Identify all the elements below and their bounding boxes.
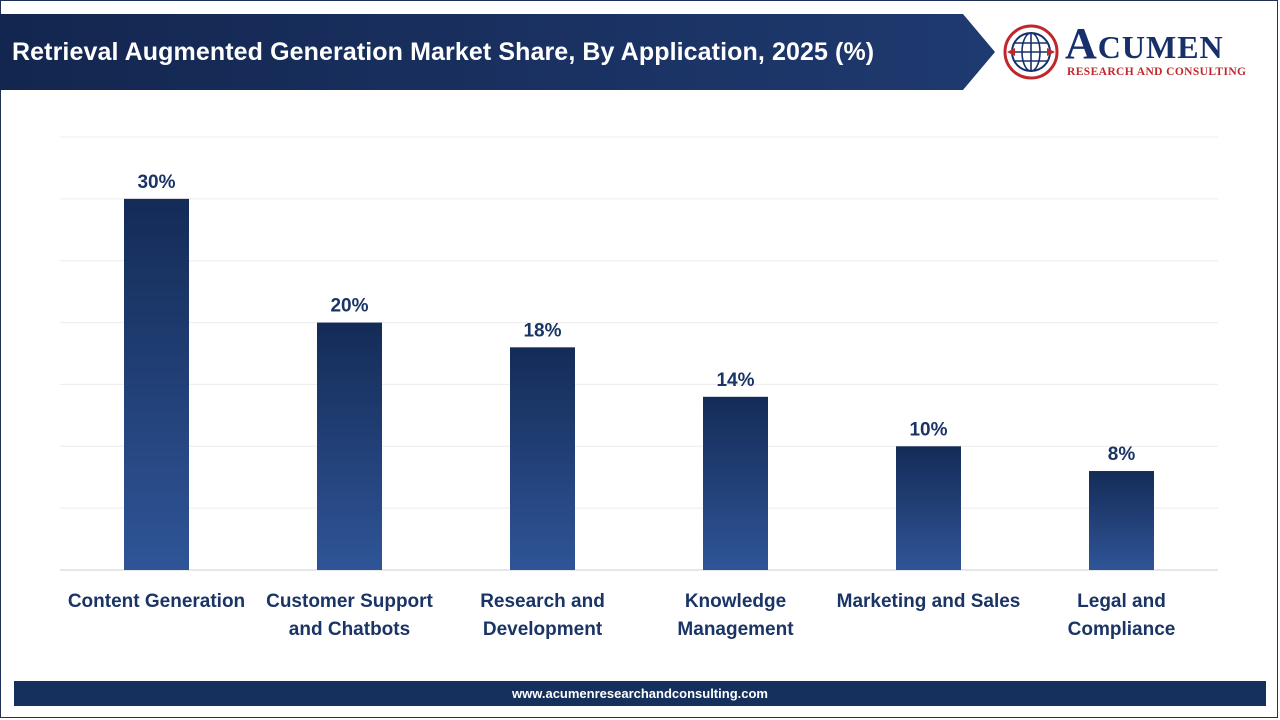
value-labels: 30% 20% 18% 14% 10% 8%: [137, 172, 1135, 465]
bar[interactable]: [124, 198, 189, 570]
bar[interactable]: [1089, 471, 1154, 570]
category-label: Research and Development: [480, 591, 605, 640]
category-label: Marketing and Sales: [837, 591, 1021, 612]
category-label: Customer Support and Chatbots: [266, 591, 433, 640]
header-band: [0, 14, 995, 90]
footer-url[interactable]: www.acumenresearchandconsulting.com: [512, 686, 768, 701]
bar[interactable]: [703, 396, 768, 570]
category-label: Content Generation: [68, 591, 245, 612]
category-labels: Content Generation Customer Support and Ch…: [68, 591, 1176, 640]
logo-wordmark: ACUMEN: [1065, 19, 1224, 68]
bar[interactable]: [896, 446, 961, 570]
header-background: [0, 14, 995, 90]
gridlines: [60, 136, 1218, 571]
globe-emblem-icon: [1003, 24, 1059, 80]
value-label: 8%: [1108, 444, 1136, 465]
bar[interactable]: [317, 322, 382, 570]
category-label: Legal and Compliance: [1068, 591, 1176, 640]
category-label: Knowledge Management: [677, 591, 794, 640]
value-label: 14%: [716, 370, 754, 391]
bar[interactable]: [510, 347, 575, 570]
value-label: 30%: [137, 172, 175, 193]
value-label: 18%: [523, 320, 561, 341]
chart-title: Retrieval Augmented Generation Market Sh…: [12, 37, 875, 66]
bars: [124, 198, 1154, 570]
value-label: 20%: [330, 296, 368, 317]
footer-bar: www.acumenresearchandconsulting.com: [14, 681, 1266, 706]
logo-tagline: RESEARCH AND CONSULTING: [1067, 66, 1247, 78]
bar-chart: 30% 20% 18% 14% 10% 8% Content Generation Cust…: [60, 136, 1218, 640]
acumen-logo: ACUMEN RESEARCH AND CONSULTING: [1003, 20, 1263, 84]
value-label: 10%: [909, 419, 947, 440]
